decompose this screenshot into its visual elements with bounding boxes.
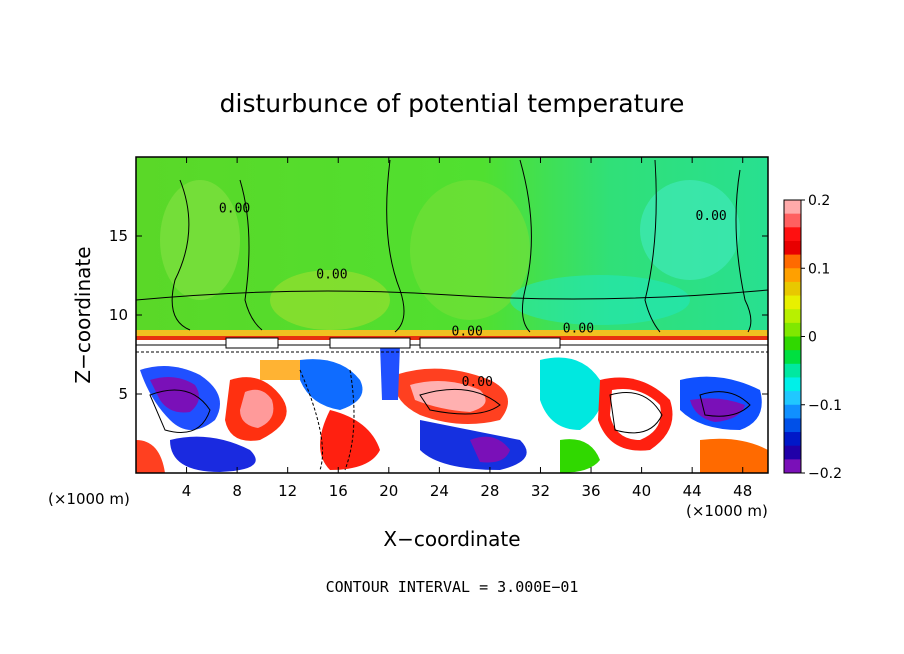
x-tick-label: 24: [430, 482, 449, 500]
colorbar: 0.2 0.1 0 −0.1 −0.2: [783, 193, 842, 482]
contour-labels: 0.00 0.00 0.00 0.00 0.00 0.00: [219, 201, 727, 390]
x-tick-label: 20: [379, 482, 398, 500]
contour-label: 0.00: [452, 325, 483, 340]
x-tick-label: 4: [182, 482, 192, 500]
x-tick-label: 16: [329, 482, 348, 500]
colorbar-swatch: [784, 391, 801, 406]
colorbar-swatch: [784, 213, 801, 228]
colorbar-swatch: [784, 309, 801, 324]
colorbar-swatch: [784, 240, 801, 256]
x-tick-label: 32: [531, 482, 550, 500]
x-tick-label: 8: [232, 482, 242, 500]
colorbar-swatch: [784, 445, 801, 460]
colorbar-swatch: [784, 404, 801, 419]
colorbar-swatch: [784, 281, 801, 297]
colorbar-swatch: [784, 254, 801, 269]
x-tick-label: 36: [581, 482, 600, 500]
y-axis: 5 10 15: [109, 227, 768, 403]
colorbar-swatch: [784, 200, 801, 215]
colorbar-tick-label: −0.1: [808, 398, 842, 414]
x-tick-label: 12: [278, 482, 297, 500]
colorbar-tick-label: −0.2: [808, 466, 842, 482]
y-axis-label: Z−coordinate: [71, 246, 95, 383]
y-tick-label: 10: [109, 306, 128, 324]
colorbar-swatch: [784, 432, 801, 447]
x-axis: 4 8 12 16 20 24 28 32 36 40 44 48: [182, 157, 752, 500]
colorbar-swatch: [784, 227, 801, 242]
colorbar-tick-label: 0.1: [808, 261, 830, 277]
colorbar-swatch: [784, 363, 801, 378]
heatmap-field: [136, 157, 768, 473]
contour-label: 0.00: [695, 209, 726, 224]
colorbar-swatch: [784, 459, 801, 474]
chart-title: disturbunce of potential temperature: [220, 89, 685, 118]
y-tick-label: 5: [118, 385, 128, 403]
contour-interval-annotation: CONTOUR INTERVAL = 3.000E−01: [326, 578, 579, 596]
x-tick-label: 40: [632, 482, 651, 500]
contour-label: 0.00: [316, 268, 347, 283]
x-unit-right: (×1000 m): [686, 502, 768, 520]
x-tick-label: 44: [683, 482, 702, 500]
colorbar-swatch: [784, 295, 801, 310]
x-axis-label: X−coordinate: [383, 527, 520, 551]
x-tick-label: 28: [480, 482, 499, 500]
colorbar-swatch: [784, 350, 801, 365]
x-unit-left: (×1000 m): [48, 490, 130, 508]
colorbar-tick-label: 0.2: [808, 193, 830, 209]
x-tick-label: 48: [733, 482, 752, 500]
colorbar-swatch: [784, 377, 801, 392]
colorbar-swatch: [784, 336, 801, 351]
contour-label: 0.00: [219, 201, 250, 216]
contour-label: 0.00: [462, 375, 493, 390]
y-tick-label: 15: [109, 227, 128, 245]
colorbar-swatch: [784, 322, 801, 337]
contour-label: 0.00: [563, 321, 594, 336]
colorbar-swatch: [784, 268, 801, 283]
colorbar-tick-label: 0: [808, 330, 817, 346]
colorbar-swatch: [784, 418, 801, 433]
